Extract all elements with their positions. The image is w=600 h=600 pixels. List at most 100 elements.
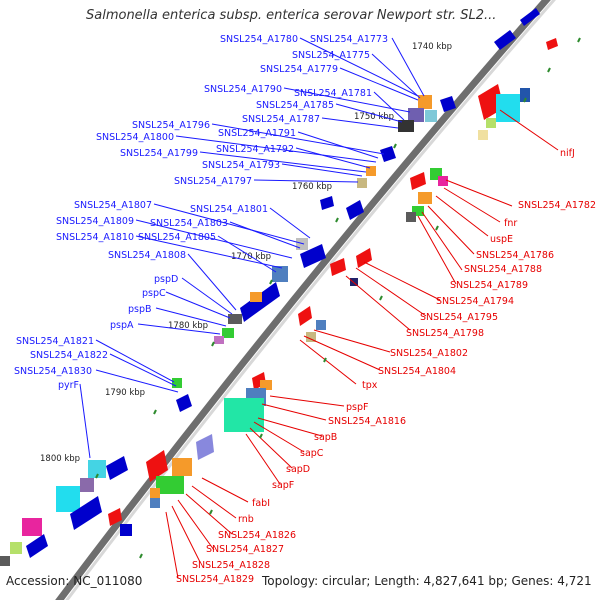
gene-label[interactable]: pspA: [110, 320, 134, 331]
gene-label[interactable]: SNSL254_A1799: [120, 148, 198, 159]
gene-feature[interactable]: [172, 378, 182, 388]
gene-feature[interactable]: [412, 206, 424, 216]
gene-label[interactable]: pyrF: [58, 380, 79, 391]
gene-feature[interactable]: [478, 130, 488, 140]
gene-feature[interactable]: [418, 192, 432, 204]
gene-label[interactable]: SNSL254_A1830: [14, 366, 92, 377]
gene-feature[interactable]: [398, 120, 414, 132]
gene-feature[interactable]: [146, 450, 168, 482]
gene-label[interactable]: SNSL254_A1781: [294, 88, 372, 99]
gene-label[interactable]: SNSL254_A1782: [518, 200, 596, 211]
gene-label[interactable]: SNSL254_A1808: [108, 250, 186, 261]
gene-label[interactable]: SNSL254_A1805: [138, 232, 216, 243]
gene-feature[interactable]: [298, 306, 312, 326]
gene-label[interactable]: SNSL254_A1800: [96, 132, 174, 143]
gene-feature[interactable]: [228, 314, 242, 324]
gene-feature[interactable]: [56, 486, 80, 512]
gene-label[interactable]: SNSL254_A1822: [30, 350, 108, 361]
gene-label[interactable]: SNSL254_A1829: [176, 574, 254, 585]
gene-feature[interactable]: [300, 244, 326, 268]
gene-label[interactable]: SNSL254_A1787: [242, 114, 320, 125]
gene-feature[interactable]: [425, 110, 437, 122]
gene-label[interactable]: SNSL254_A1786: [476, 250, 554, 261]
gene-label[interactable]: SNSL254_A1797: [174, 176, 252, 187]
gene-feature[interactable]: [346, 200, 364, 220]
gene-feature[interactable]: [260, 380, 272, 390]
gene-feature[interactable]: [520, 88, 530, 102]
gene-feature[interactable]: [250, 292, 262, 302]
gene-label[interactable]: pspC: [142, 288, 166, 299]
gene-feature[interactable]: [408, 108, 424, 122]
gene-label[interactable]: sapD: [286, 464, 310, 475]
gene-feature[interactable]: [316, 320, 326, 330]
gene-label[interactable]: nifJ: [560, 148, 575, 159]
gene-label[interactable]: SNSL254_A1793: [202, 160, 280, 171]
gene-label[interactable]: SNSL254_A1788: [464, 264, 542, 275]
gene-feature[interactable]: [70, 496, 102, 530]
gene-feature[interactable]: [410, 172, 426, 190]
gene-label[interactable]: SNSL254_A1802: [390, 348, 468, 359]
gene-label[interactable]: pspB: [128, 304, 152, 315]
gene-label[interactable]: SNSL254_A1780: [220, 34, 298, 45]
gene-label[interactable]: SNSL254_A1792: [216, 144, 294, 155]
gene-feature[interactable]: [172, 458, 192, 476]
gene-label[interactable]: sapB: [314, 432, 337, 443]
gene-label[interactable]: tpx: [362, 380, 378, 391]
gene-label[interactable]: SNSL254_A1795: [420, 312, 498, 323]
gene-feature[interactable]: [406, 212, 416, 222]
gene-feature[interactable]: [546, 38, 558, 50]
gene-label[interactable]: fabI: [252, 498, 270, 509]
gene-label[interactable]: sapF: [272, 480, 294, 491]
gene-feature[interactable]: [0, 556, 10, 566]
gene-label[interactable]: SNSL254_A1789: [450, 280, 528, 291]
gene-label[interactable]: sapC: [300, 448, 324, 459]
gene-feature[interactable]: [520, 8, 540, 26]
gene-label[interactable]: SNSL254_A1809: [56, 216, 134, 227]
gene-feature[interactable]: [380, 146, 396, 162]
gene-label[interactable]: SNSL254_A1804: [378, 366, 456, 377]
gene-label[interactable]: SNSL254_A1827: [206, 544, 284, 555]
gene-label[interactable]: uspE: [490, 234, 513, 245]
gene-label[interactable]: SNSL254_A1779: [260, 64, 338, 75]
gene-label[interactable]: SNSL254_A1798: [406, 328, 484, 339]
gene-label[interactable]: SNSL254_A1803: [150, 218, 228, 229]
gene-feature[interactable]: [88, 460, 106, 478]
gene-label[interactable]: SNSL254_A1816: [328, 416, 406, 427]
gene-feature[interactable]: [176, 394, 192, 412]
gene-feature[interactable]: [418, 95, 432, 109]
gene-label[interactable]: SNSL254_A1796: [132, 120, 210, 131]
gene-label[interactable]: SNSL254_A1828: [192, 560, 270, 571]
gene-label[interactable]: SNSL254_A1807: [74, 200, 152, 211]
gene-feature[interactable]: [80, 478, 94, 492]
gene-feature[interactable]: [150, 498, 160, 508]
gene-feature[interactable]: [440, 96, 456, 112]
gene-feature[interactable]: [10, 542, 22, 554]
gene-feature[interactable]: [22, 518, 42, 536]
gene-label[interactable]: SNSL254_A1821: [16, 336, 94, 347]
gene-feature[interactable]: [222, 328, 234, 338]
gene-label[interactable]: SNSL254_A1810: [56, 232, 134, 243]
gene-feature[interactable]: [26, 534, 48, 558]
gene-feature[interactable]: [306, 332, 316, 342]
gene-label[interactable]: SNSL254_A1791: [218, 128, 296, 139]
gene-label[interactable]: SNSL254_A1773: [310, 34, 388, 45]
gene-label[interactable]: SNSL254_A1794: [436, 296, 514, 307]
gene-feature[interactable]: [156, 476, 184, 494]
gene-feature[interactable]: [196, 434, 214, 460]
gene-label[interactable]: rnb: [238, 514, 254, 525]
gene-feature[interactable]: [357, 178, 367, 188]
gene-label[interactable]: SNSL254_A1785: [256, 100, 334, 111]
gene-feature[interactable]: [438, 176, 448, 186]
gene-feature[interactable]: [366, 166, 376, 176]
gene-feature[interactable]: [496, 94, 520, 122]
gene-feature[interactable]: [108, 508, 122, 526]
gene-feature[interactable]: [494, 30, 516, 50]
gene-feature[interactable]: [106, 456, 128, 480]
gene-label[interactable]: fnr: [504, 218, 517, 229]
gene-feature[interactable]: [272, 266, 288, 282]
gene-feature[interactable]: [150, 488, 160, 498]
gene-feature[interactable]: [296, 238, 308, 250]
gene-label[interactable]: SNSL254_A1790: [204, 84, 282, 95]
gene-label[interactable]: SNSL254_A1826: [218, 530, 296, 541]
gene-feature[interactable]: [320, 196, 334, 210]
